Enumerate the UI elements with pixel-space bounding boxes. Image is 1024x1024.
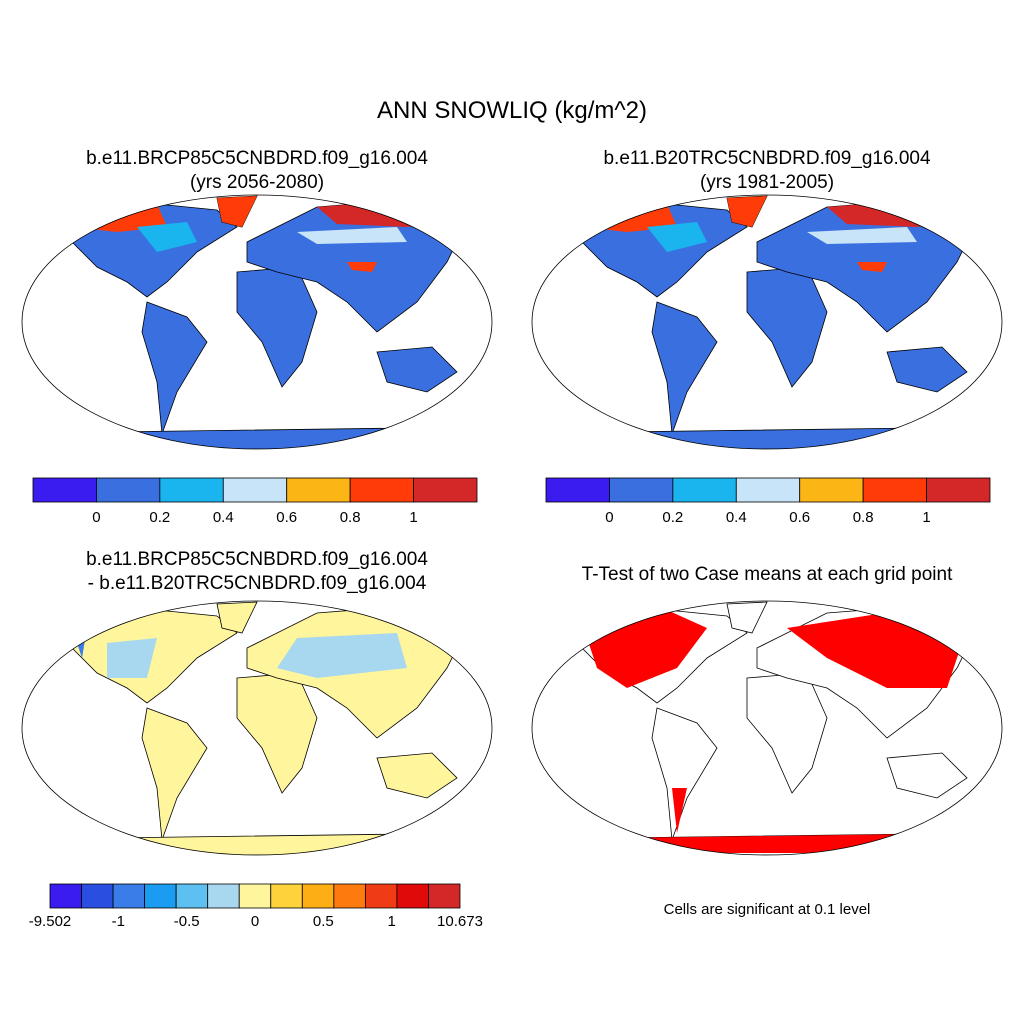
color-box: [270, 883, 303, 909]
color-box: [238, 883, 272, 909]
color-box: [207, 883, 240, 909]
colorbar-label: 0.6: [789, 509, 810, 526]
colorbar-label: 0.8: [853, 509, 874, 526]
map: [531, 194, 1003, 450]
color-box: [159, 477, 224, 503]
map: [21, 600, 493, 856]
panel-title: (yrs 2056-2080): [190, 172, 324, 193]
colorbar-label: 0: [251, 913, 259, 930]
color-box: [144, 883, 177, 909]
color-box: [672, 477, 737, 503]
color-box: [175, 883, 209, 909]
colorbar-label: 0: [605, 509, 613, 526]
colorbar-label: 0.4: [213, 509, 234, 526]
color-box: [222, 477, 288, 503]
color-box: [49, 883, 82, 909]
color-box: [286, 477, 351, 503]
colorbar-label: 0.2: [149, 509, 170, 526]
colorbar-label: -1: [112, 913, 125, 930]
map: [21, 194, 493, 450]
color-box: [799, 477, 864, 503]
panel-note: Cells are significant at 0.1 level: [664, 901, 871, 918]
color-box: [301, 883, 335, 909]
colorbar-label: 1: [387, 913, 395, 930]
color-box: [81, 883, 114, 909]
panel-title: b.e11.BRCP85C5CNBDRD.f09_g16.004: [86, 549, 428, 570]
colorbar-label: 0.6: [276, 509, 297, 526]
color-box: [349, 477, 414, 503]
colorbar-label: 0.5: [313, 913, 334, 930]
colorbar-label: 0.4: [726, 509, 747, 526]
colorbar-label: 0.2: [662, 509, 683, 526]
colorbar-label: 0.8: [340, 509, 361, 526]
color-box: [735, 477, 801, 503]
colorbar-label: -0.5: [174, 913, 200, 930]
colorbar-label: 0: [92, 509, 100, 526]
panel-title: b.e11.B20TRC5CNBDRD.f09_g16.004: [603, 148, 930, 169]
color-box: [609, 477, 674, 503]
color-box: [96, 477, 161, 503]
color-box: [545, 477, 610, 503]
panel-title: (yrs 1981-2005): [700, 172, 834, 193]
color-box: [396, 883, 429, 909]
figure-title: ANN SNOWLIQ (kg/m^2): [377, 97, 647, 124]
panel-title: b.e11.BRCP85C5CNBDRD.f09_g16.004: [86, 148, 428, 169]
colorbar-label: -9.502: [29, 913, 72, 930]
colorbar-label: 10.673: [437, 913, 483, 930]
color-box: [428, 883, 461, 909]
panel-title: T-Test of two Case means at each grid po…: [582, 564, 953, 585]
color-box: [333, 883, 366, 909]
color-box: [364, 883, 398, 909]
color-box: [413, 477, 478, 503]
colorbar-label: 1: [922, 509, 930, 526]
map: [531, 600, 1003, 856]
color-box: [862, 477, 927, 503]
panel-title: - b.e11.B20TRC5CNBDRD.f09_g16.004: [88, 573, 427, 594]
color-box: [32, 477, 97, 503]
colorbar-label: 1: [409, 509, 417, 526]
color-box: [112, 883, 146, 909]
color-box: [926, 477, 991, 503]
